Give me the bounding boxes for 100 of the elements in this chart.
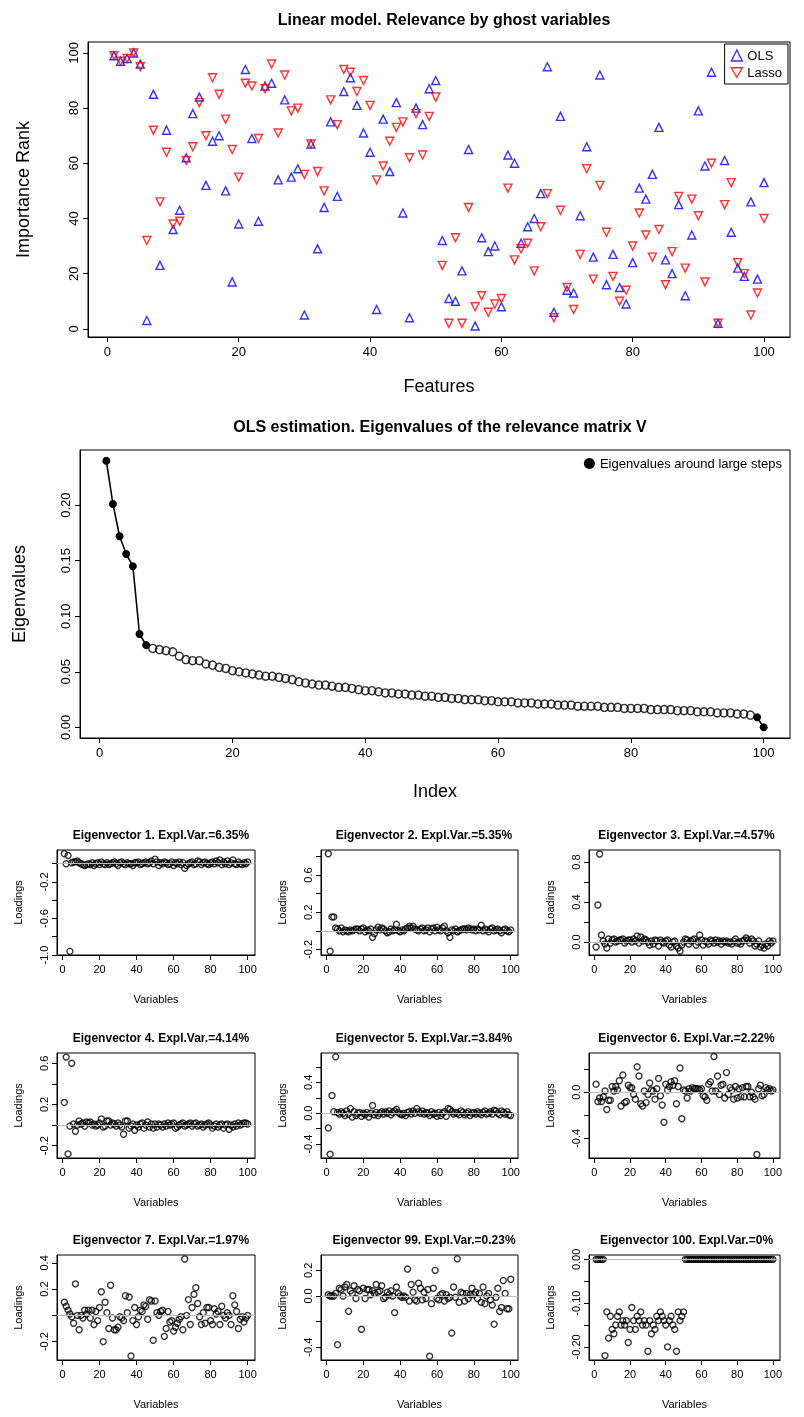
y-tick-label: -0.4 — [301, 1134, 314, 1154]
x-tick-label: 0 — [591, 962, 598, 975]
y-axis-title: Loadings — [543, 1284, 556, 1330]
chart-title: Linear model. Relevance by ghost variables — [277, 10, 611, 28]
x-tick-label: 80 — [467, 962, 480, 975]
x-tick-label: 60 — [430, 1367, 444, 1380]
x-tick-label: 60 — [490, 745, 506, 760]
x-tick-label: 0 — [591, 1165, 598, 1178]
x-tick-label: 20 — [93, 962, 106, 975]
x-tick-label: 20 — [93, 1367, 106, 1380]
x-tick-label: 60 — [167, 1367, 180, 1380]
x-tick-label: 100 — [752, 745, 775, 760]
x-tick-label: 60 — [430, 1165, 444, 1178]
y-tick-label: 0.2 — [37, 1281, 50, 1297]
y-tick-label: 0.6 — [301, 867, 314, 883]
x-axis-title: Variables — [396, 1397, 443, 1410]
y-axis-title: Loadings — [11, 1284, 24, 1330]
x-tick-label: 40 — [130, 1165, 143, 1178]
point — [759, 723, 768, 732]
y-tick-label: 0.2 — [37, 1096, 50, 1113]
y-tick-label: 0.00 — [569, 1248, 582, 1271]
x-tick-label: 80 — [731, 1367, 744, 1380]
x-tick-label: 40 — [394, 1165, 407, 1178]
chart-title: Eigenvector 3. Expl.Var.=4.57% — [598, 828, 776, 842]
x-axis-title: Variables — [133, 1397, 180, 1410]
x-axis-title: Variables — [133, 1195, 180, 1208]
y-tick-label: -0.10 — [569, 1290, 582, 1316]
x-axis-title: Variables — [661, 992, 708, 1005]
y-tick-label: -0.20 — [569, 1334, 582, 1360]
x-tick-label: 20 — [93, 1165, 106, 1178]
x-tick-label: 80 — [467, 1165, 480, 1178]
x-tick-label: 0 — [96, 745, 104, 760]
x-axis-title: Variables — [133, 992, 180, 1005]
chart-title: Eigenvector 99. Expl.Var.=0.23% — [332, 1233, 516, 1247]
x-tick-label: 60 — [695, 1165, 708, 1178]
point — [115, 532, 124, 541]
x-tick-label: 80 — [623, 745, 639, 760]
point — [135, 630, 144, 638]
y-tick-label: -0.2 — [37, 1136, 50, 1156]
y-tick-label: 0.4 — [569, 894, 582, 910]
x-tick-label: 20 — [225, 745, 240, 760]
chart-title: Eigenvector 6. Expl.Var.=2.22% — [598, 1031, 776, 1045]
y-tick-label: 0.20 — [58, 492, 73, 518]
x-tick-label: 40 — [362, 344, 378, 359]
y-tick-label: 40 — [66, 211, 81, 226]
y-axis-title: Loadings — [11, 1082, 24, 1128]
x-tick-label: 0 — [323, 1367, 330, 1380]
y-tick-label: 0.10 — [58, 603, 73, 629]
x-tick-label: 60 — [695, 962, 708, 975]
y-tick-label: 0 — [66, 325, 81, 333]
x-axis-title: Index — [412, 781, 458, 801]
y-tick-label: 0.0 — [569, 1084, 582, 1100]
y-axis-title: Loadings — [11, 879, 24, 925]
chart-title: Eigenvector 100. Expl.Var.=0% — [599, 1233, 774, 1247]
x-tick-label: 0 — [103, 344, 112, 359]
y-tick-label: 0.8 — [569, 854, 582, 870]
x-tick-label: 40 — [130, 1367, 143, 1380]
y-tick-label: 60 — [66, 156, 81, 171]
legend-label: OLS — [747, 48, 774, 63]
y-tick-label: -1.0 — [37, 945, 50, 965]
x-axis-title: Variables — [661, 1195, 708, 1208]
x-tick-label: 100 — [763, 1165, 783, 1178]
chart-title: Eigenvector 5. Expl.Var.=3.84% — [335, 1031, 513, 1045]
y-axis-title: Loadings — [275, 1082, 288, 1128]
x-tick-label: 100 — [753, 344, 775, 359]
x-tick-label: 20 — [623, 962, 637, 975]
y-axis-title: Eigenvalues — [9, 544, 29, 644]
x-tick-label: 40 — [358, 745, 373, 760]
y-axis-title: Loadings — [275, 1284, 288, 1330]
point — [108, 500, 117, 508]
y-tick-label: 0.6 — [37, 1055, 50, 1071]
x-tick-label: 0 — [323, 962, 330, 975]
x-tick-label: 40 — [130, 962, 143, 975]
y-tick-label: 20 — [66, 266, 81, 281]
x-tick-label: 100 — [763, 1367, 783, 1380]
chart-title: OLS estimation. Eigenvalues of the relevance matrix V — [233, 417, 648, 435]
x-axis-title: Features — [403, 376, 475, 396]
x-axis-title: Variables — [396, 992, 443, 1005]
y-tick-label: 0.00 — [58, 714, 73, 740]
x-tick-label: 80 — [204, 1367, 217, 1380]
point — [142, 641, 151, 650]
chart-title: Eigenvector 4. Expl.Var.=4.14% — [72, 1031, 250, 1045]
x-tick-label: 20 — [357, 1165, 370, 1178]
x-tick-label: 100 — [238, 1165, 257, 1178]
point — [122, 550, 131, 558]
point — [128, 562, 137, 571]
chart-title: Eigenvector 1. Expl.Var.=6.35% — [72, 828, 250, 842]
point — [102, 456, 111, 465]
legend-label: Eigenvalues around large steps — [599, 456, 783, 471]
x-tick-label: 20 — [357, 962, 370, 975]
y-tick-label: 0.15 — [58, 548, 73, 574]
x-tick-label: 80 — [731, 1165, 744, 1178]
chart-title: Eigenvector 2. Expl.Var.=5.35% — [335, 828, 513, 842]
y-tick-label: -0.4 — [569, 1128, 582, 1148]
x-tick-label: 80 — [204, 962, 217, 975]
y-axis-title: Loadings — [543, 879, 556, 925]
y-axis-title: Loadings — [275, 879, 288, 925]
y-tick-label: 0.2 — [301, 904, 314, 920]
y-tick-label: 0.2 — [301, 1262, 314, 1279]
x-tick-label: 20 — [623, 1367, 637, 1380]
